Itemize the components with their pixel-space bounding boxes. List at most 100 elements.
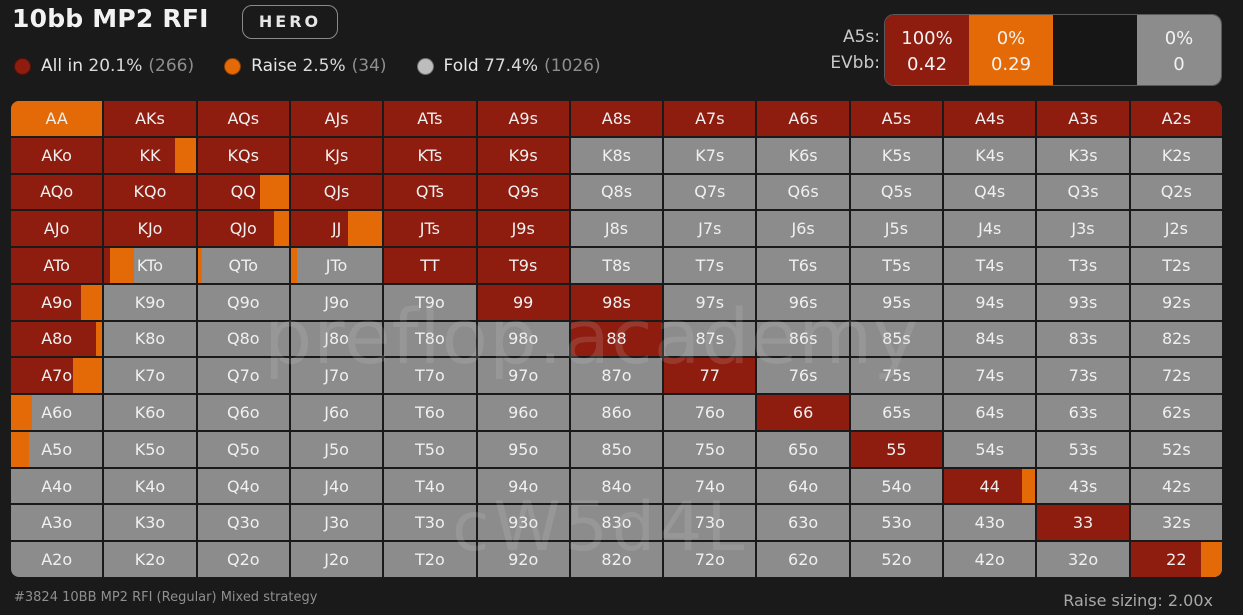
- hand-cell[interactable]: T6o: [384, 395, 476, 430]
- hand-cell[interactable]: JTs: [384, 211, 476, 247]
- hand-cell[interactable]: 98o: [477, 321, 569, 357]
- hand-cell[interactable]: 54s: [944, 431, 1036, 467]
- hand-cell[interactable]: AJo: [11, 211, 103, 247]
- hand-cell[interactable]: T2s: [1130, 248, 1222, 283]
- hand-cell[interactable]: Q9s: [477, 174, 569, 210]
- hand-cell[interactable]: TT: [384, 248, 476, 283]
- hand-cell[interactable]: Q8s: [570, 174, 663, 210]
- hand-cell[interactable]: A9o: [11, 284, 103, 320]
- hand-cell[interactable]: 76s: [757, 358, 849, 394]
- hand-cell[interactable]: J9o: [290, 284, 383, 320]
- hand-cell[interactable]: Q2o: [197, 542, 289, 577]
- hand-cell[interactable]: J8s: [570, 211, 663, 247]
- hand-cell[interactable]: T7o: [384, 358, 476, 394]
- hand-cell[interactable]: Q8o: [197, 321, 289, 357]
- hand-cell[interactable]: Q4s: [944, 174, 1036, 210]
- hand-cell[interactable]: 77: [664, 358, 756, 394]
- hand-cell[interactable]: J9s: [477, 211, 569, 247]
- hand-cell[interactable]: T3s: [1037, 248, 1129, 283]
- hand-cell[interactable]: 65s: [850, 395, 943, 430]
- hand-cell[interactable]: JTo: [290, 248, 383, 283]
- hand-cell[interactable]: 97s: [664, 284, 756, 320]
- hand-cell[interactable]: AQo: [11, 174, 103, 210]
- hand-cell[interactable]: 94o: [477, 468, 569, 504]
- hand-cell[interactable]: A8s: [570, 101, 663, 136]
- hand-cell[interactable]: 62o: [757, 542, 849, 577]
- hand-cell[interactable]: 52o: [850, 542, 943, 577]
- hand-cell[interactable]: T5s: [850, 248, 943, 283]
- hand-cell[interactable]: 85o: [570, 431, 663, 467]
- hand-cell[interactable]: AJs: [290, 101, 383, 136]
- hand-cell[interactable]: Q7s: [664, 174, 756, 210]
- hand-cell[interactable]: J7o: [290, 358, 383, 394]
- hand-cell[interactable]: JJ: [290, 211, 383, 247]
- hand-cell[interactable]: 92s: [1130, 284, 1222, 320]
- hand-cell[interactable]: 96o: [477, 395, 569, 430]
- hand-cell[interactable]: 87o: [570, 358, 663, 394]
- hand-cell[interactable]: Q9o: [197, 284, 289, 320]
- hand-cell[interactable]: 32s: [1130, 505, 1222, 541]
- hand-cell[interactable]: 73s: [1037, 358, 1129, 394]
- hand-cell[interactable]: 92o: [477, 542, 569, 577]
- hand-cell[interactable]: 64s: [944, 395, 1036, 430]
- hero-badge[interactable]: HERO: [242, 5, 338, 39]
- hand-cell[interactable]: 74o: [664, 468, 756, 504]
- hand-cell[interactable]: T5o: [384, 431, 476, 467]
- hand-cell[interactable]: 84o: [570, 468, 663, 504]
- hand-cell[interactable]: QJo: [197, 211, 289, 247]
- hand-cell[interactable]: 75o: [664, 431, 756, 467]
- hand-cell[interactable]: 99: [477, 284, 569, 320]
- hand-cell[interactable]: J7s: [664, 211, 756, 247]
- hand-cell[interactable]: 75s: [850, 358, 943, 394]
- hand-cell[interactable]: J4o: [290, 468, 383, 504]
- hand-cell[interactable]: J6o: [290, 395, 383, 430]
- hand-cell[interactable]: Q7o: [197, 358, 289, 394]
- legend-fold[interactable]: Fold 77.4% (1026): [416, 56, 601, 76]
- hand-cell[interactable]: AKo: [11, 137, 103, 173]
- hand-cell[interactable]: KJs: [290, 137, 383, 173]
- hand-cell[interactable]: 33: [1037, 505, 1129, 541]
- hand-cell[interactable]: J3s: [1037, 211, 1129, 247]
- hand-cell[interactable]: 73o: [664, 505, 756, 541]
- hand-cell[interactable]: A2o: [11, 542, 103, 577]
- hand-cell[interactable]: QQ: [197, 174, 289, 210]
- hand-cell[interactable]: K3o: [104, 505, 196, 541]
- hand-cell[interactable]: 76o: [664, 395, 756, 430]
- hand-cell[interactable]: 95o: [477, 431, 569, 467]
- hand-cell[interactable]: 52s: [1130, 431, 1222, 467]
- legend-allin[interactable]: All in 20.1% (266): [14, 56, 194, 76]
- hand-cell[interactable]: A3s: [1037, 101, 1129, 136]
- hand-cell[interactable]: T9s: [477, 248, 569, 283]
- hand-cell[interactable]: KJo: [104, 211, 196, 247]
- hand-cell[interactable]: J2o: [290, 542, 383, 577]
- hand-cell[interactable]: 72o: [664, 542, 756, 577]
- hand-cell[interactable]: A7s: [664, 101, 756, 136]
- hand-cell[interactable]: Q5o: [197, 431, 289, 467]
- hand-cell[interactable]: 53o: [850, 505, 943, 541]
- hand-cell[interactable]: 83o: [570, 505, 663, 541]
- hand-cell[interactable]: K3s: [1037, 137, 1129, 173]
- hand-cell[interactable]: J5o: [290, 431, 383, 467]
- hand-cell[interactable]: KQs: [197, 137, 289, 173]
- hand-cell[interactable]: K2s: [1130, 137, 1222, 173]
- hand-cell[interactable]: 44: [944, 468, 1036, 504]
- hand-cell[interactable]: Q6s: [757, 174, 849, 210]
- hand-cell[interactable]: QTo: [197, 248, 289, 283]
- hand-cell[interactable]: A5o: [11, 431, 103, 467]
- hand-cell[interactable]: J5s: [850, 211, 943, 247]
- hand-cell[interactable]: ATs: [384, 101, 476, 136]
- hand-cell[interactable]: J2s: [1130, 211, 1222, 247]
- hand-cell[interactable]: 32o: [1037, 542, 1129, 577]
- hand-cell[interactable]: A4s: [944, 101, 1036, 136]
- hand-cell[interactable]: T4o: [384, 468, 476, 504]
- hand-cell[interactable]: K6o: [104, 395, 196, 430]
- hand-cell[interactable]: A6s: [757, 101, 849, 136]
- hand-cell[interactable]: KTo: [104, 248, 196, 283]
- hand-cell[interactable]: 83s: [1037, 321, 1129, 357]
- hand-cell[interactable]: 63o: [757, 505, 849, 541]
- hand-cell[interactable]: A4o: [11, 468, 103, 504]
- hand-cell[interactable]: 66: [757, 395, 849, 430]
- hand-cell[interactable]: K7o: [104, 358, 196, 394]
- hand-cell[interactable]: K8s: [570, 137, 663, 173]
- hand-cell[interactable]: J6s: [757, 211, 849, 247]
